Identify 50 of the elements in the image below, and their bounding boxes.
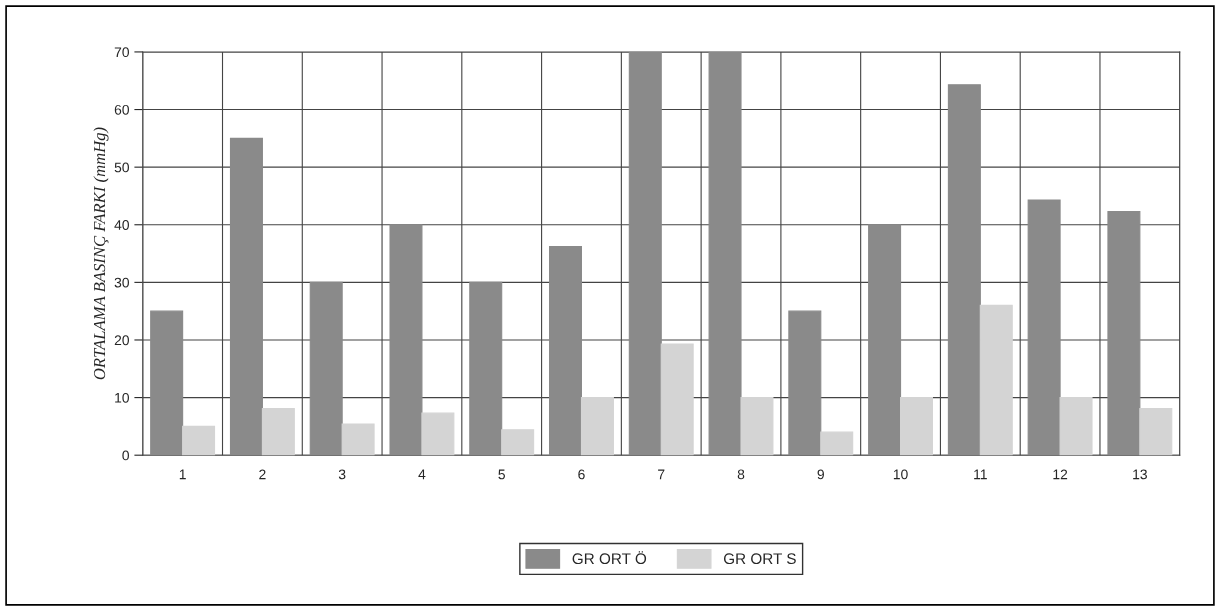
y-tick-label: 50 — [114, 162, 129, 173]
bar — [501, 429, 535, 456]
bar — [899, 397, 934, 456]
y-axis-title: ORTALAMA BASINÇ FARKI (mmHg) — [93, 127, 109, 380]
bar — [389, 224, 423, 456]
bar — [979, 304, 1013, 456]
x-tick-label: 4 — [418, 469, 426, 480]
legend-label: GR ORT S — [723, 553, 796, 565]
bar — [868, 224, 902, 456]
bar — [549, 246, 583, 456]
y-tick-label: 40 — [114, 220, 129, 230]
y-tick-label: 20 — [114, 335, 129, 346]
bar — [309, 281, 343, 456]
bar — [469, 281, 503, 456]
y-tick-label: 60 — [114, 104, 129, 115]
bar — [341, 423, 375, 456]
x-tick-label: 6 — [578, 469, 585, 480]
bar — [660, 343, 694, 456]
bar — [1059, 397, 1093, 456]
bar — [1027, 199, 1061, 456]
bar — [1107, 210, 1141, 456]
x-tick-label: 8 — [737, 469, 745, 480]
bar — [1139, 407, 1173, 456]
bar — [421, 412, 455, 456]
y-tick-label: 30 — [114, 277, 129, 288]
bar — [740, 397, 774, 456]
bar — [788, 310, 822, 456]
bar — [150, 310, 184, 456]
bar — [947, 84, 981, 456]
y-tick-label: 10 — [115, 392, 129, 403]
x-tick-label: 9 — [817, 469, 824, 480]
x-tick-label: 10 — [893, 469, 908, 480]
y-tick-label: 70 — [114, 47, 129, 58]
bar — [820, 431, 854, 456]
legend-label: GR ORT Ö — [572, 551, 647, 565]
bar — [708, 51, 742, 456]
x-tick-label: 13 — [1133, 469, 1147, 480]
x-tick-label: 1 — [179, 469, 186, 480]
x-tick-label: 7 — [658, 469, 665, 480]
x-tick-label: 11 — [974, 469, 987, 480]
bar — [182, 425, 216, 456]
y-tick-label: 0 — [122, 450, 129, 461]
x-tick-label: 5 — [498, 469, 505, 480]
bar — [580, 397, 614, 456]
x-tick-label: 3 — [338, 469, 346, 480]
bar — [229, 137, 263, 456]
bar — [261, 407, 295, 456]
x-tick-label: 2 — [259, 469, 266, 480]
x-tick-label: 12 — [1053, 469, 1068, 480]
bar — [628, 51, 662, 456]
